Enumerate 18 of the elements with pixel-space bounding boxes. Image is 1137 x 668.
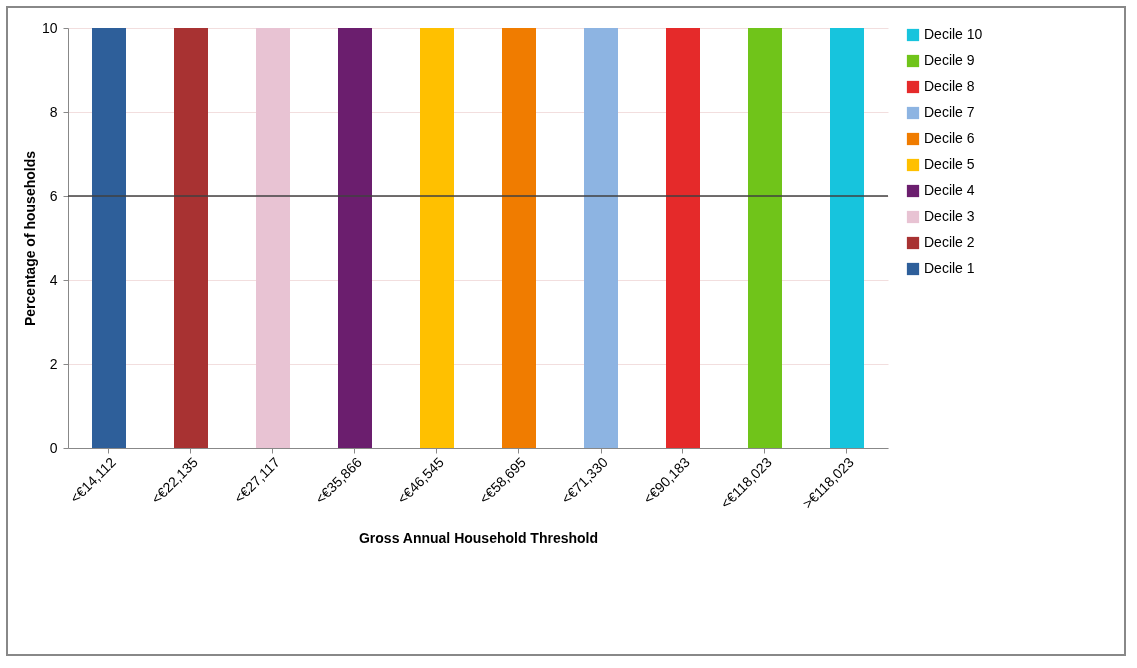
legend-label: Decile 10 (924, 26, 983, 42)
legend-label: Decile 4 (924, 182, 975, 198)
y-tick-label: 4 (49, 271, 58, 288)
y-tick-label: 10 (41, 19, 58, 36)
y-tick-label: 0 (49, 439, 58, 456)
y-tick-label: 8 (49, 103, 58, 120)
legend-label: Decile 8 (924, 78, 975, 94)
legend-label: Decile 2 (924, 234, 975, 250)
y-tick-label: 6 (49, 187, 58, 204)
y-tick-label: 2 (49, 355, 58, 372)
y-axis-title: Percentage of households (21, 150, 38, 327)
legend-label: Decile 1 (924, 260, 975, 276)
x-axis-title: Gross Annual Household Threshold (358, 529, 599, 546)
legend-label: Decile 5 (924, 156, 975, 172)
legend-label: Decile 3 (924, 208, 975, 224)
legend-label: Decile 7 (924, 104, 975, 120)
legend-label: Decile 6 (924, 130, 975, 146)
legend-label: Decile 9 (924, 52, 975, 68)
